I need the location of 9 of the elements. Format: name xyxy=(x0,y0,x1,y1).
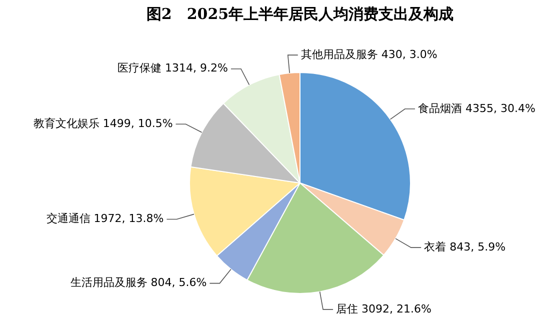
slice-label: 生活用品及服务 804, 5.6% xyxy=(70,276,207,290)
slice-label: 食品烟酒 4355, 30.4% xyxy=(418,102,536,115)
slice-label: 其他用品及服务 430, 3.0% xyxy=(300,48,438,61)
slice-label: 居住 3092, 21.6% xyxy=(336,302,432,316)
slice-label: 医疗保健 1314, 9.2% xyxy=(118,62,228,75)
chart-title: 图2 2025年上半年居民人均消费支出及构成 xyxy=(146,4,454,23)
slice-label: 教育文化娱乐 1499, 10.5% xyxy=(33,116,173,130)
slice-label: 衣着 843, 5.9% xyxy=(424,240,506,254)
slice-label: 交通通信 1972, 13.8% xyxy=(46,212,164,226)
